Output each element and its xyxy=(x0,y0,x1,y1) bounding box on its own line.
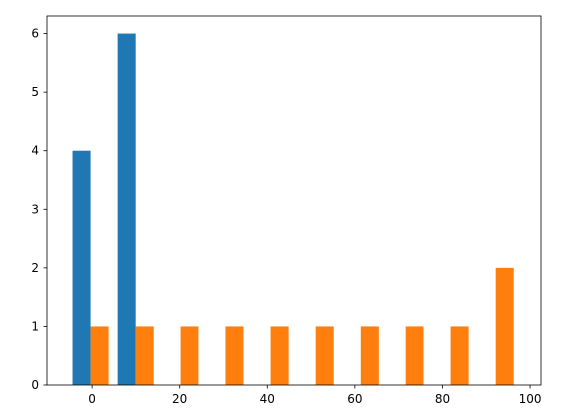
bar xyxy=(90,326,109,385)
y-tick-label: 6 xyxy=(31,27,39,41)
y-tick-label: 3 xyxy=(31,202,39,216)
bar xyxy=(117,33,136,385)
y-tick-label: 1 xyxy=(31,319,39,333)
x-tick-label: 60 xyxy=(347,392,362,406)
bar xyxy=(270,326,289,385)
x-tick-label: 0 xyxy=(88,392,96,406)
axes-frame xyxy=(46,15,542,386)
x-tick-label: 20 xyxy=(172,392,187,406)
bar xyxy=(315,326,334,385)
bar xyxy=(450,326,469,385)
x-tick-label: 100 xyxy=(519,392,542,406)
y-tick-label: 4 xyxy=(31,144,39,158)
bar xyxy=(180,326,199,385)
y-tick-label: 2 xyxy=(31,261,39,275)
bar xyxy=(405,326,424,385)
bar xyxy=(360,326,379,385)
bar xyxy=(495,267,514,385)
x-tick-label: 80 xyxy=(435,392,450,406)
bar xyxy=(72,150,91,385)
y-tick-label: 0 xyxy=(31,378,39,392)
bar xyxy=(225,326,244,385)
y-tick-label: 5 xyxy=(31,85,39,99)
bar xyxy=(135,326,154,385)
x-tick-label: 40 xyxy=(260,392,275,406)
